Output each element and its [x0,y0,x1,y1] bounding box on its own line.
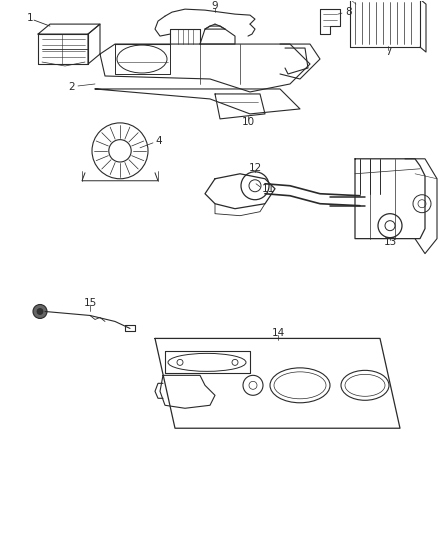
Text: 7: 7 [385,47,391,57]
Text: 13: 13 [383,237,397,247]
Text: 2: 2 [69,82,75,92]
Text: 8: 8 [345,7,352,17]
Text: 14: 14 [272,328,285,338]
Text: 4: 4 [155,136,162,146]
Text: 12: 12 [248,163,261,173]
Circle shape [37,309,43,314]
Circle shape [33,304,47,318]
Text: 9: 9 [212,1,218,11]
Text: 10: 10 [241,117,254,127]
Text: 1: 1 [27,13,33,23]
Text: 11: 11 [262,184,275,193]
Text: 15: 15 [83,298,97,309]
